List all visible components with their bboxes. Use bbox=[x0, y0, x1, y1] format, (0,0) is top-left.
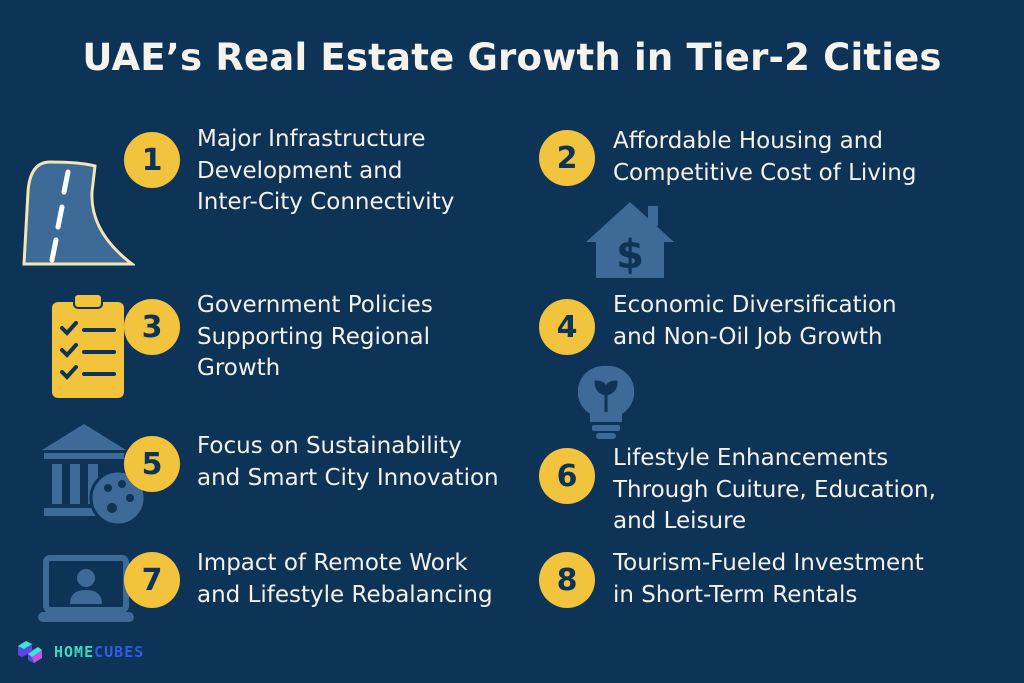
homecubes-logo: HOMECUBES bbox=[16, 638, 144, 666]
number-badge: 4 bbox=[539, 299, 595, 355]
item-line: and Non-Oil Job Growth bbox=[613, 323, 883, 350]
road-icon bbox=[22, 160, 135, 266]
cube-logo-icon bbox=[18, 641, 42, 663]
number-badge: 3 bbox=[124, 299, 180, 355]
item-line: Economic Diversification bbox=[613, 292, 897, 318]
item-line: Competitive Cost of Living bbox=[613, 159, 917, 186]
svg-text:$: $ bbox=[616, 232, 644, 278]
item-text: Focus on Sustainability and Smart City I… bbox=[197, 431, 499, 494]
item-text: Government Policies Supporting Regional … bbox=[197, 290, 433, 385]
item-line: Tourism-Fueled Investment bbox=[613, 550, 924, 576]
item-line: Affordable Housing and bbox=[613, 128, 883, 154]
number-badge: 7 bbox=[124, 552, 180, 608]
number-badge: 8 bbox=[539, 552, 595, 608]
item-line: Growth bbox=[197, 355, 281, 381]
logo-text-home: HOME bbox=[54, 643, 95, 661]
house-dollar-icon: $ bbox=[586, 202, 674, 278]
item-line: and Lifestyle Rebalancing bbox=[197, 581, 493, 608]
item-text: Lifestyle Enhancements Through Cuiture, … bbox=[613, 443, 936, 538]
item-line: Major Infrastructure bbox=[197, 126, 426, 152]
number-badge: 6 bbox=[539, 448, 595, 504]
logo-text-cubes: CUBES bbox=[94, 643, 145, 661]
item-line: and Leisure bbox=[613, 508, 747, 534]
item-line: Focus on Sustainability bbox=[197, 433, 462, 459]
item-text: Impact of Remote Work and Lifestyle Reba… bbox=[197, 548, 493, 611]
page-title: UAE’s Real Estate Growth in Tier-2 Citie… bbox=[82, 36, 942, 79]
clipboard-checklist-icon bbox=[52, 293, 124, 398]
item-text: Affordable Housing and Competitive Cost … bbox=[613, 126, 916, 189]
item-line: Government Policies bbox=[197, 292, 433, 318]
item-line: Impact of Remote Work bbox=[197, 550, 468, 576]
item-line: Supporting Regional bbox=[197, 323, 431, 350]
item-line: and Smart City Innovation bbox=[197, 464, 499, 491]
item-text: Tourism-Fueled Investment in Short-Term … bbox=[613, 548, 924, 611]
item-text: Economic Diversification and Non-Oil Job… bbox=[613, 290, 897, 353]
item-line: Inter-City Connectivity bbox=[197, 189, 455, 215]
item-line: Development and bbox=[197, 157, 403, 184]
laptop-user-icon bbox=[38, 555, 134, 622]
item-line: in Short-Term Rentals bbox=[613, 581, 858, 608]
number-badge: 1 bbox=[124, 132, 180, 188]
lightbulb-leaf-icon bbox=[578, 365, 634, 439]
item-line: Through Cuiture, Education, bbox=[613, 476, 936, 503]
item-text: Major Infrastructure Development and Int… bbox=[197, 124, 454, 219]
number-badge: 5 bbox=[124, 436, 180, 492]
number-badge: 2 bbox=[539, 130, 595, 186]
museum-palette-icon bbox=[42, 424, 147, 527]
item-line: Lifestyle Enhancements bbox=[613, 445, 889, 471]
